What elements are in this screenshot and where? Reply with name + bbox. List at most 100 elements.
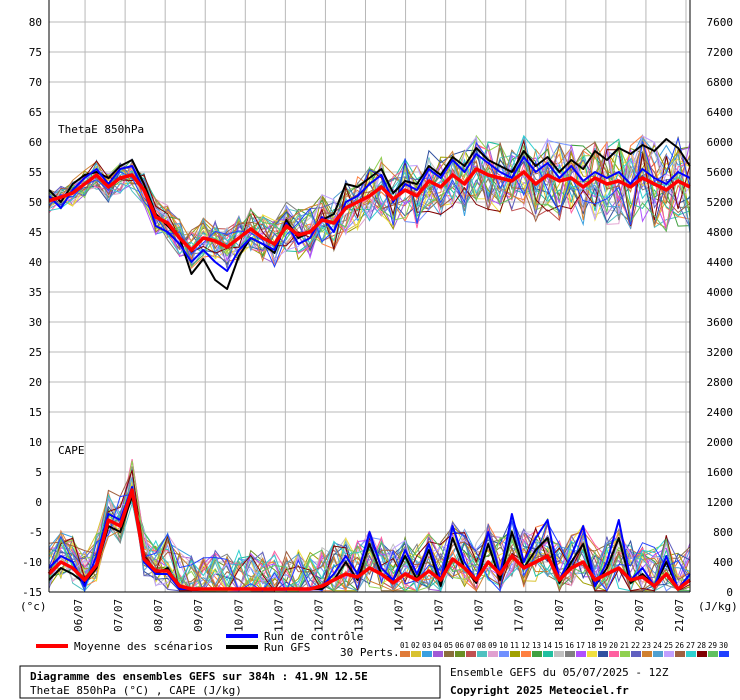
pert-swatch — [642, 651, 652, 657]
right-tick-label: 3200 — [707, 346, 734, 359]
left-tick-label: 55 — [29, 166, 42, 179]
right-tick-label: 2800 — [707, 376, 734, 389]
pert-swatch — [455, 651, 465, 657]
date-tick-label: 12/07 — [312, 599, 325, 632]
pert-swatch — [466, 651, 476, 657]
pert-number: 22 — [631, 641, 640, 650]
pert-swatch — [675, 651, 685, 657]
pert-number: 14 — [543, 641, 553, 650]
pert-swatch — [532, 651, 542, 657]
panel-label-thetae: ThetaE 850hPa — [58, 123, 144, 136]
date-tick-label: 11/07 — [272, 599, 285, 632]
pert-swatch — [565, 651, 575, 657]
run-label: Ensemble GEFS du 05/07/2025 - 12Z — [450, 666, 669, 679]
pert-swatch — [510, 651, 520, 657]
pert-number: 21 — [620, 641, 629, 650]
date-tick-label: 09/07 — [192, 599, 205, 632]
date-tick-label: 15/07 — [433, 599, 446, 632]
pert-line-thetae — [48, 141, 691, 262]
legend-gfs-label: Run GFS — [264, 641, 310, 654]
date-tick-label: 08/07 — [152, 599, 165, 632]
pert-swatch — [664, 651, 674, 657]
pert-swatch — [488, 651, 498, 657]
pert-swatch — [631, 651, 641, 657]
left-tick-label: 0 — [35, 496, 42, 509]
left-tick-label: 15 — [29, 406, 42, 419]
pert-number: 27 — [686, 641, 695, 650]
pert-swatch — [411, 651, 421, 657]
pert-line-thetae — [48, 139, 691, 263]
pert-number: 02 — [411, 641, 420, 650]
legend: Moyenne des scénarios Run de contrôle Ru… — [36, 630, 729, 659]
date-tick-label: 13/07 — [352, 599, 365, 632]
pert-swatch — [554, 651, 564, 657]
left-tick-label: 30 — [29, 316, 42, 329]
mean-line-thetae — [48, 167, 691, 252]
date-tick-label: 17/07 — [513, 599, 526, 632]
left-tick-label: -15 — [22, 586, 42, 599]
pert-swatch — [587, 651, 597, 657]
pert-number: 11 — [510, 641, 519, 650]
pert-number: 04 — [433, 641, 443, 650]
right-tick-label: 0 — [726, 586, 733, 599]
pert-line-cape — [48, 468, 691, 593]
pert-number: 30 — [719, 641, 729, 650]
pert-number: 06 — [455, 641, 465, 650]
right-tick-label: 5600 — [707, 166, 734, 179]
left-tick-label: 80 — [29, 16, 42, 29]
pert-line-thetae — [48, 144, 691, 267]
pert-swatch — [444, 651, 454, 657]
pert-swatch — [697, 651, 707, 657]
pert-number: 12 — [521, 641, 530, 650]
pert-swatch — [576, 651, 586, 657]
right-axis-unit: (J/kg) — [698, 600, 738, 613]
date-tick-label: 07/07 — [112, 599, 125, 632]
perturbation-legend: 01 02 03 04 05 06 07 08 09 10 11 12 13 14 15 16 17 18 19 20… — [400, 641, 729, 657]
date-tick-label: 16/07 — [473, 599, 486, 632]
legend-control-label: Run de contrôle — [264, 630, 363, 643]
date-tick-label: 06/07 — [72, 599, 85, 632]
left-tick-label: 20 — [29, 376, 42, 389]
left-tick-label: 75 — [29, 46, 42, 59]
pert-swatch — [708, 651, 718, 657]
left-tick-label: 70 — [29, 76, 42, 89]
pert-swatch — [598, 651, 608, 657]
right-tick-label: 4400 — [707, 256, 734, 269]
pert-line-cape — [48, 493, 691, 593]
left-tick-label: 65 — [29, 106, 42, 119]
pert-number: 03 — [422, 641, 431, 650]
pert-number: 09 — [488, 641, 497, 650]
panel-label-cape: CAPE — [58, 444, 85, 457]
right-tick-label: 3600 — [707, 316, 734, 329]
right-tick-label: 400 — [713, 556, 733, 569]
pert-number: 15 — [554, 641, 563, 650]
date-tick-label: 18/07 — [553, 599, 566, 632]
right-tick-label: 6000 — [707, 136, 734, 149]
pert-swatch — [400, 651, 410, 657]
pert-number: 10 — [499, 641, 509, 650]
control-line-cape — [48, 486, 691, 590]
pert-line-thetae — [48, 135, 691, 263]
left-tick-label: 45 — [29, 226, 42, 239]
pert-number: 07 — [466, 641, 475, 650]
right-tick-label: 5200 — [707, 196, 734, 209]
left-axis-unit: (°c) — [20, 600, 47, 613]
pert-number: 13 — [532, 641, 541, 650]
pert-number: 18 — [587, 641, 597, 650]
right-tick-label: 6400 — [707, 106, 734, 119]
legend-perts-label: 30 Perts. — [340, 646, 400, 659]
left-tick-label: 5 — [35, 466, 42, 479]
info-box — [19, 665, 441, 699]
copyright-label: Copyright 2025 Meteociel.fr — [450, 684, 629, 697]
pert-swatch — [433, 651, 443, 657]
pert-swatch — [477, 651, 487, 657]
date-tick-label: 20/07 — [633, 599, 646, 632]
pert-swatch — [719, 651, 729, 657]
date-tick-label: 14/07 — [393, 599, 406, 632]
pert-number: 01 — [400, 641, 409, 650]
left-tick-label: 10 — [29, 436, 42, 449]
left-tick-label: -5 — [29, 526, 42, 539]
pert-swatch — [422, 651, 432, 657]
